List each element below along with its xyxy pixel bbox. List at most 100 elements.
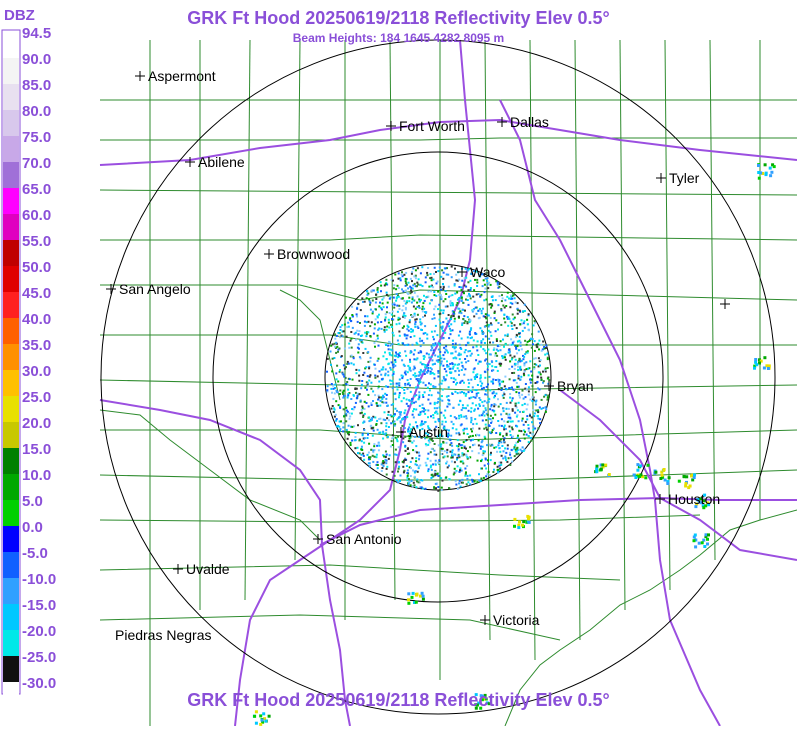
echo-pixel	[380, 321, 383, 323]
echo-pixel	[421, 594, 425, 598]
echo-pixel	[465, 298, 467, 301]
echo-pixel	[484, 423, 487, 426]
echo-pixel	[456, 302, 459, 304]
echo-pixel	[342, 384, 345, 387]
echo-pixel	[494, 379, 497, 381]
echo-pixel	[398, 465, 401, 468]
legend-tick-label: 50.0	[22, 259, 51, 276]
echo-pixel	[359, 357, 362, 360]
echo-pixel	[460, 446, 463, 449]
echo-pixel	[448, 487, 450, 490]
echo-pixel	[542, 380, 545, 383]
echo-pixel	[522, 372, 525, 375]
echo-pixel	[452, 377, 455, 380]
legend-unit: DBZ	[4, 7, 35, 24]
echo-pixel	[396, 284, 399, 287]
echo-pixel	[445, 345, 448, 348]
echo-pixel	[356, 395, 359, 398]
echo-pixel	[448, 325, 451, 328]
echo-pixel	[452, 311, 455, 314]
echo-pixel	[513, 297, 516, 300]
echo-pixel	[496, 345, 499, 348]
echo-pixel	[450, 442, 453, 445]
echo-pixel	[362, 374, 365, 376]
echo-pixel	[469, 439, 472, 442]
echo-pixel	[508, 343, 511, 346]
echo-pixel	[450, 315, 453, 317]
echo-pixel	[509, 416, 512, 419]
echo-pixel	[508, 368, 511, 370]
echo-pixel	[375, 293, 378, 296]
echo-pixel	[540, 407, 543, 410]
echo-pixel	[505, 388, 508, 391]
echo-pixel	[504, 457, 507, 459]
echo-pixel	[390, 354, 393, 357]
echo-pixel	[446, 305, 449, 308]
echo-pixel	[427, 409, 430, 412]
echo-pixel	[452, 423, 455, 426]
echo-pixel	[465, 276, 468, 279]
echo-pixel	[368, 300, 371, 303]
echo-pixel	[390, 361, 393, 364]
echo-pixel	[485, 475, 488, 478]
echo-pixel	[366, 315, 369, 318]
echo-pixel	[419, 411, 422, 414]
echo-pixel	[476, 349, 479, 352]
echo-pixel	[365, 402, 368, 404]
echo-pixel	[427, 369, 430, 372]
echo-pixel	[409, 440, 412, 443]
echo-pixel	[455, 383, 457, 386]
echo-pixel	[401, 326, 404, 329]
echo-pixel	[513, 524, 516, 528]
echo-pixel	[413, 349, 416, 352]
echo-pixel	[437, 461, 440, 464]
echo-pixel	[397, 316, 400, 319]
echo-pixel	[518, 309, 521, 312]
echo-pixel	[502, 380, 505, 383]
echo-pixel	[384, 372, 387, 375]
echo-pixel	[430, 368, 433, 371]
echo-pixel	[494, 413, 497, 416]
echo-pixel	[757, 176, 761, 180]
echo-pixel	[518, 394, 521, 397]
echo-pixel	[410, 301, 413, 304]
echo-pixel	[400, 273, 403, 276]
echo-pixel	[502, 391, 505, 394]
echo-pixel	[474, 693, 478, 697]
echo-pixel	[367, 351, 370, 354]
echo-pixel	[430, 477, 433, 479]
echo-pixel	[473, 480, 476, 483]
legend-color-bar	[3, 448, 19, 474]
echo-pixel	[497, 444, 500, 447]
echo-pixel	[376, 467, 379, 470]
echo-pixel	[546, 367, 549, 369]
echo-pixel	[477, 293, 480, 295]
echo-pixel	[509, 320, 512, 323]
echo-pixel	[515, 450, 518, 453]
echo-pixel	[335, 334, 338, 337]
echo-pixel	[362, 454, 365, 457]
echo-pixel	[481, 454, 484, 457]
echo-pixel	[378, 380, 381, 383]
echo-pixel	[429, 383, 432, 386]
echo-pixel	[473, 315, 476, 318]
echo-pixel	[498, 464, 501, 467]
echo-pixel	[515, 381, 518, 384]
echo-pixel	[395, 299, 398, 302]
echo-pixel	[343, 323, 346, 326]
city-label: Houston	[668, 491, 720, 507]
echo-pixel	[494, 461, 496, 464]
echo-pixel	[495, 348, 498, 351]
echo-pixel	[422, 363, 425, 366]
echo-pixel	[419, 283, 422, 286]
echo-pixel	[500, 463, 503, 466]
echo-pixel	[389, 368, 392, 371]
echo-pixel	[420, 328, 423, 331]
echo-pixel	[410, 286, 413, 289]
echo-pixel	[372, 415, 375, 418]
echo-pixel	[466, 433, 469, 435]
echo-pixel	[363, 300, 366, 303]
echo-pixel	[406, 452, 409, 455]
echo-pixel	[498, 285, 501, 288]
echo-pixel	[433, 373, 436, 376]
